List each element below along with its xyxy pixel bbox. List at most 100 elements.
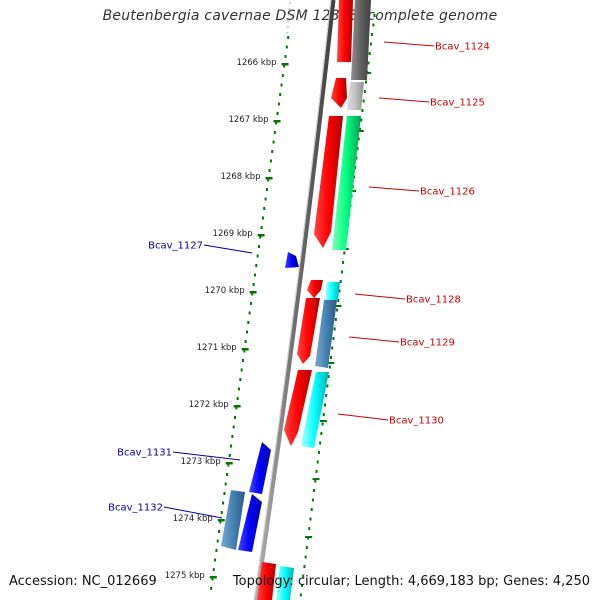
outer-ruler-tick <box>356 130 364 132</box>
gene-bcav-1124-cds[interactable] <box>337 0 353 62</box>
ruler-dot <box>226 473 229 476</box>
kbp-tick-mark <box>249 291 257 294</box>
outer-ruler-dot <box>338 289 341 293</box>
kbp-tick-label: 1268 kbp <box>221 172 261 182</box>
ruler-dot <box>228 454 231 457</box>
gene-leader-line <box>163 506 223 519</box>
outer-ruler-dot <box>343 251 346 255</box>
gene-bcav-1124-gene[interactable] <box>351 0 371 80</box>
ruler-dot <box>249 302 252 305</box>
top-dotted-line <box>286 1 291 35</box>
ruler-dot <box>214 558 217 562</box>
gene-label-bcav-1129[interactable]: Bcav_1129 <box>400 338 455 349</box>
outer-ruler-dot <box>336 308 339 312</box>
outer-ruler-dot <box>342 261 345 264</box>
ruler-dot <box>264 197 267 201</box>
outer-ruler-dot <box>356 147 359 150</box>
gene-bcav-1127[interactable] <box>285 252 299 268</box>
gene-bcav-1132-cds[interactable] <box>238 494 262 552</box>
gene-bcav-1129-cds[interactable] <box>297 298 320 364</box>
outer-ruler-dot <box>365 80 368 84</box>
kbp-tick-mark <box>217 519 225 522</box>
ruler-dot <box>269 159 272 163</box>
gene-label-bcav-1126[interactable]: Bcav_1126 <box>420 187 475 198</box>
ruler-dot <box>216 539 219 543</box>
ruler-dot <box>210 587 213 590</box>
ruler-dot <box>219 520 222 524</box>
ruler-dot <box>218 530 221 533</box>
outer-ruler-dot <box>337 299 340 302</box>
gene-features <box>221 0 371 600</box>
ruler-dot <box>284 55 287 58</box>
gene-bcav-1126-gene[interactable] <box>332 116 361 250</box>
gene-bcav-1132-gene[interactable] <box>221 490 245 550</box>
ruler-dot <box>251 292 254 296</box>
outer-ruler-dot <box>373 14 376 17</box>
genome-summary-text: Topology: circular; Length: 4,669,183 bp… <box>232 574 590 589</box>
outer-ruler-dot <box>305 546 308 549</box>
outer-ruler-dot <box>368 52 371 55</box>
ruler-dot <box>255 264 258 267</box>
outer-ruler-dot <box>304 555 307 559</box>
gene-leader-line <box>368 186 420 192</box>
gene-label-bcav-1124[interactable]: Bcav_1124 <box>435 42 490 53</box>
gene-label-bcav-1131[interactable]: Bcav_1131 <box>117 448 172 459</box>
kbp-labels: 1266 kbp 1267 kbp 1268 kbp 1269 kbp 1270 kbp… <box>165 58 289 581</box>
kbp-tick-mark <box>265 177 273 180</box>
gene-bcav-1125-gene[interactable] <box>347 82 364 110</box>
accession-text: Accession: NC_012669 <box>9 574 157 589</box>
outer-ruler-dot <box>359 128 361 131</box>
gene-label-bcav-1125[interactable]: Bcav_1125 <box>430 98 485 109</box>
gene-label-bcav-1130[interactable]: Bcav_1130 <box>389 416 444 427</box>
gene-next-gene[interactable] <box>276 566 294 600</box>
ruler-dot <box>212 568 215 571</box>
kbp-tick-label: 1270 kbp <box>205 286 245 296</box>
ruler-dot <box>238 387 241 391</box>
outer-ruler-dot <box>325 394 328 397</box>
outer-ruler-dot <box>301 584 304 587</box>
ruler-dot <box>239 378 242 381</box>
ruler-dot <box>252 283 255 286</box>
outer-ruler-dot <box>357 137 360 141</box>
outer-ruler-dot <box>321 422 324 426</box>
kbp-tick-label: 1274 kbp <box>173 514 213 524</box>
ruler-dot <box>224 482 227 486</box>
outer-ruler-tick <box>305 536 313 538</box>
outer-ruler-dot <box>361 109 364 112</box>
gene-bcav-1129-gene[interactable] <box>315 300 337 368</box>
gene-labels: Bcav_1124 Bcav_1125 Bcav_1126 Bcav_1128 Bcav… <box>108 42 490 519</box>
genome-title: Beutenbergia cavernae DSM 12333, complet… <box>102 8 498 24</box>
ruler-dot <box>277 102 280 106</box>
kbp-tick-label: 1273 kbp <box>181 457 221 467</box>
ruler-dot <box>230 444 233 448</box>
kbp-tick-mark <box>225 462 233 465</box>
kbp-tick-mark <box>257 234 265 237</box>
chromosome-backbone <box>253 0 336 600</box>
gene-leader-line <box>378 97 430 103</box>
gene-bcav-1125-cds[interactable] <box>331 78 347 108</box>
gene-leader-line <box>354 293 406 300</box>
gene-bcav-1131[interactable] <box>249 442 271 494</box>
kbp-tick-mark <box>273 120 281 123</box>
outer-ruler-tick <box>327 362 335 364</box>
gene-leader-line <box>203 244 253 254</box>
kbp-tick-mark <box>241 348 249 351</box>
gene-bcav-1128-cds[interactable] <box>307 280 323 298</box>
gene-label-bcav-1127[interactable]: Bcav_1127 <box>148 241 203 252</box>
kbp-tick-label: 1269 kbp <box>213 229 253 239</box>
outer-ruler-dot <box>367 61 370 65</box>
outer-ruler-dot <box>360 118 363 122</box>
gene-bcav-1130-cds[interactable] <box>284 370 312 446</box>
ruler-dot <box>276 112 279 115</box>
ruler-dot <box>273 131 276 134</box>
gene-label-bcav-1132[interactable]: Bcav_1132 <box>108 503 163 514</box>
gene-bcav-1130-gene[interactable] <box>301 372 329 448</box>
gene-next-cds[interactable] <box>257 562 276 600</box>
gene-label-bcav-1128[interactable]: Bcav_1128 <box>406 295 461 306</box>
gene-bcav-1128-gene[interactable] <box>325 282 340 300</box>
gene-bcav-1126-cds[interactable] <box>314 116 343 248</box>
outer-ruler-dot <box>363 90 366 93</box>
kbp-tick-label: 1272 kbp <box>189 400 229 410</box>
ruler-dot <box>265 188 268 191</box>
